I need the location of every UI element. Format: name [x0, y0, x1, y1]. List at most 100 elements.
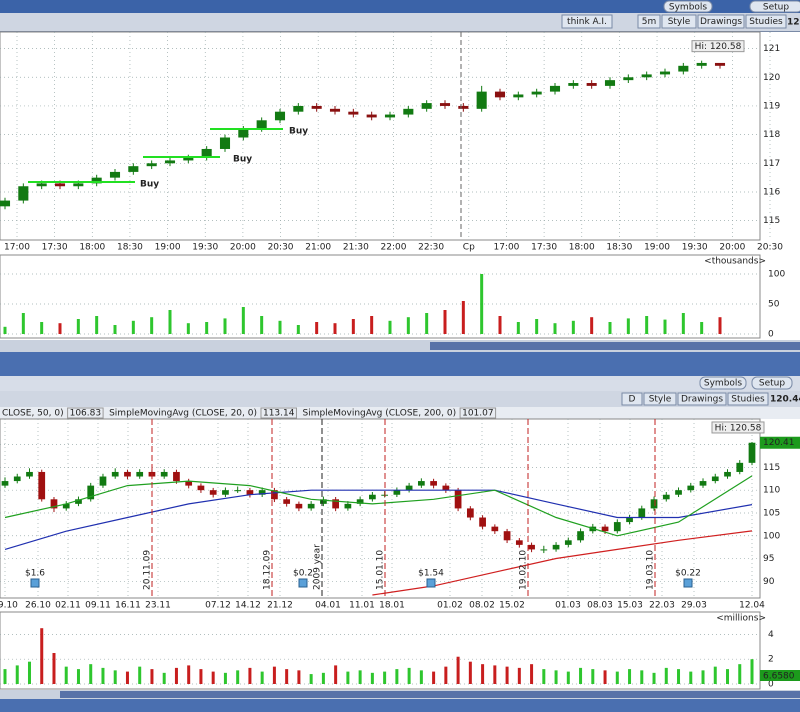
toolbar-button[interactable]	[745, 14, 787, 29]
toolbar-button[interactable]	[621, 392, 643, 406]
setup-button[interactable]	[749, 0, 800, 13]
candle-body	[568, 83, 579, 86]
y-tick-label: 105	[763, 508, 780, 518]
x-tick-label: 21:30	[343, 243, 369, 253]
volume-bar	[395, 669, 399, 684]
scroll-thumb[interactable]	[430, 342, 800, 350]
study-name: SimpleMovingAvg (CLOSE, 200, 0)	[302, 409, 456, 419]
candle-body	[160, 471, 168, 477]
candle-body	[369, 494, 376, 500]
volume-bar	[407, 667, 411, 684]
volume-bar	[199, 669, 203, 684]
scroll-thumb[interactable]	[60, 691, 800, 698]
volume-bar	[591, 669, 595, 684]
volume-bar	[15, 665, 19, 684]
toolbar-button[interactable]	[637, 14, 661, 29]
candle-body	[601, 526, 609, 532]
candle-body	[403, 108, 414, 115]
volume-bar	[76, 669, 80, 684]
symbols-button[interactable]	[699, 376, 747, 390]
volume-bar	[603, 670, 607, 684]
symbols-button[interactable]	[663, 0, 713, 13]
x-tick-label: 19:30	[192, 243, 218, 253]
dividend-icon[interactable]	[298, 578, 308, 588]
candle-body	[650, 499, 658, 509]
volume-bar	[383, 671, 387, 684]
dividend-icon[interactable]	[683, 578, 693, 588]
x-tick-label: 22:00	[381, 243, 407, 253]
candle-body	[479, 517, 486, 527]
x-tick-label: 22:30	[418, 243, 444, 253]
setup-button[interactable]	[751, 376, 793, 390]
last-price: 120	[787, 18, 800, 28]
dividend-icon[interactable]	[426, 578, 436, 588]
toolbar-button[interactable]	[697, 14, 745, 29]
candle-body	[513, 94, 524, 98]
dividend-label: $0.2	[293, 569, 313, 579]
volume-bar	[113, 325, 117, 334]
toolbar-button[interactable]	[643, 392, 677, 406]
candle-body	[577, 531, 584, 541]
x-tick-label: 11.01	[349, 601, 375, 611]
toolbar-button[interactable]	[661, 14, 697, 29]
candle-body	[13, 476, 21, 482]
volume-bar	[260, 671, 264, 684]
volume-bar	[58, 323, 62, 334]
candle-body	[124, 471, 131, 477]
candle-body	[604, 80, 616, 86]
volume-bar	[223, 318, 227, 334]
candle-body	[430, 481, 437, 486]
volume-bar	[626, 318, 630, 334]
volume-bar	[615, 671, 619, 684]
candle-body	[75, 499, 82, 504]
volume-bar	[738, 664, 742, 684]
candle-body	[238, 128, 249, 138]
volume-bar	[425, 313, 429, 334]
y-tick-label: 2	[768, 655, 774, 665]
x-tick-label: 16.11	[115, 601, 141, 611]
candle-body	[458, 105, 469, 109]
candle-body	[36, 183, 47, 187]
volume-bar	[296, 325, 300, 334]
last-price-box	[760, 436, 800, 449]
candle-body	[405, 485, 413, 491]
volume-bar	[3, 669, 7, 684]
y-tick-label: 95	[763, 554, 774, 564]
hi-box	[711, 421, 765, 434]
volume-bar	[351, 319, 355, 334]
study-value: 101.07	[462, 409, 494, 419]
volume-bar	[150, 669, 154, 684]
volume-bar	[297, 670, 301, 684]
toolbar-button[interactable]	[561, 14, 613, 29]
candle-body	[675, 490, 682, 495]
volume-bar	[516, 322, 520, 334]
candle-body	[185, 481, 193, 486]
candle-body	[197, 485, 205, 491]
toolbar-label: D	[629, 395, 636, 405]
study-name: SimpleMovingAvg (CLOSE, 20, 0)	[109, 409, 257, 419]
candle-body	[442, 485, 450, 491]
candle-body	[711, 476, 719, 482]
candle-body	[503, 531, 511, 541]
volume-bar	[579, 667, 583, 684]
candle-body	[87, 485, 95, 500]
volume-bar	[40, 322, 44, 334]
toolbar-button[interactable]	[727, 392, 769, 406]
toolbar-button[interactable]	[677, 392, 727, 406]
y-tick-label: 4	[768, 630, 774, 640]
x-tick-label: 21.12	[267, 601, 293, 611]
dividend-icon[interactable]	[30, 578, 40, 588]
candle-body	[454, 490, 462, 509]
volume-bar	[174, 667, 178, 684]
volume-bar	[542, 669, 546, 684]
x-tick-label: 21:00	[305, 243, 331, 253]
volume-bar	[236, 670, 240, 684]
volume-bar	[131, 320, 135, 334]
volume-bar	[681, 313, 685, 334]
x-tick-label: 18:00	[569, 243, 595, 253]
volume-bar	[628, 669, 632, 684]
volume-bar	[443, 310, 447, 334]
candle-body	[234, 490, 242, 492]
volume-bar	[95, 316, 99, 334]
toolbar-label: Studies	[731, 395, 765, 405]
